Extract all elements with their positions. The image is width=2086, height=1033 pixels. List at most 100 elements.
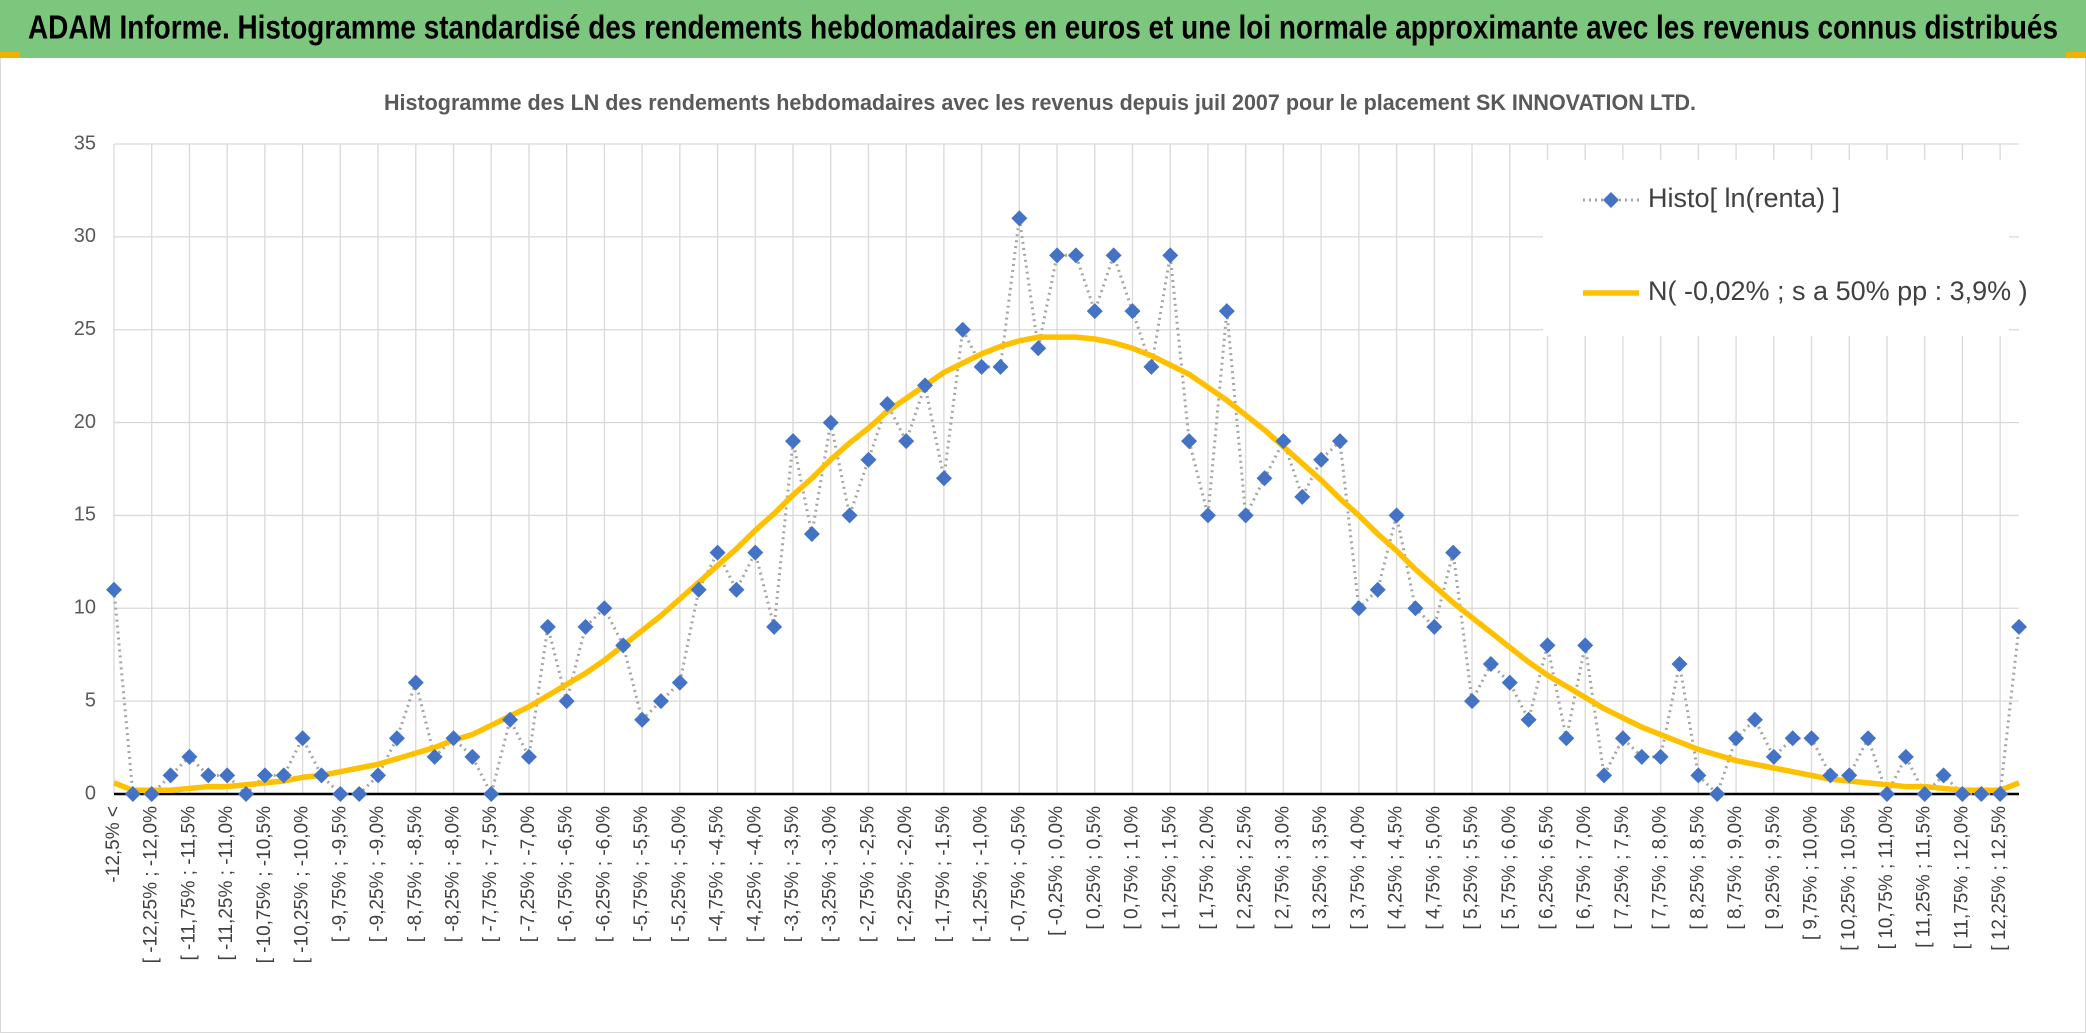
x-tick-label: [ -7,25% ; -7,0% <box>518 806 539 942</box>
normal-curve <box>112 334 2021 794</box>
y-tick-label: 15 <box>74 504 96 526</box>
histogram-point <box>1973 786 1990 802</box>
histogram-point <box>1331 433 1348 450</box>
histogram-point <box>1652 748 1669 765</box>
x-tick-label: [ -11,75% ; -11,5% <box>178 806 199 961</box>
histogram-point <box>1935 767 1952 784</box>
y-tick-label: 0 <box>85 782 96 804</box>
y-tick-label: 35 <box>74 132 96 154</box>
x-tick-label: [ -1,25% ; -1,0% <box>971 806 992 942</box>
histogram-point <box>275 767 292 784</box>
x-tick-label: [ -4,25% ; -4,0% <box>744 806 765 942</box>
legend-box <box>1543 160 2009 336</box>
histogram-point <box>2011 618 2027 635</box>
histogram-point <box>1464 693 1481 710</box>
histogram-point <box>370 767 387 784</box>
histogram-point <box>238 786 255 802</box>
y-tick-label: 30 <box>74 225 96 247</box>
histogram-point <box>1558 730 1575 747</box>
histogram-point <box>935 470 952 487</box>
histogram-point <box>1841 767 1858 784</box>
x-tick-label: [ 3,25% ; 3,5% <box>1310 806 1331 930</box>
legend-label: N( -0,02% ; s a 50% pp : 3,9% ) <box>1648 276 2028 306</box>
histogram-point <box>426 748 443 765</box>
histogram-point <box>1577 637 1594 654</box>
header-band <box>0 0 2086 58</box>
y-tick-label: 25 <box>74 318 96 340</box>
histogram-point <box>973 358 990 375</box>
histogram-point <box>1350 600 1367 617</box>
histogram-point <box>917 377 934 394</box>
histogram-point <box>1709 786 1726 802</box>
x-tick-label: [ -6,25% ; -6,0% <box>593 806 614 942</box>
histogram-point <box>1539 637 1556 654</box>
x-tick-label: [ 5,75% ; 6,0% <box>1499 806 1520 930</box>
histogram-point <box>219 767 236 784</box>
x-tick-label: [ 5,25% ; 5,5% <box>1461 806 1482 930</box>
histogram-point <box>1746 711 1763 728</box>
histogram-point <box>294 730 311 747</box>
histogram-point <box>671 674 688 691</box>
histogram-point <box>1388 507 1405 524</box>
histogram-point <box>520 748 537 765</box>
histogram-point <box>1916 786 1933 802</box>
x-tick-label: [ -10,25% ; -10,0% <box>292 806 313 963</box>
histogram-point <box>1633 748 1650 765</box>
histogram-point <box>1803 730 1820 747</box>
histogram-point <box>200 767 217 784</box>
histogram-point <box>256 767 273 784</box>
corner-accent <box>2066 52 2086 58</box>
legend-swatch <box>1603 192 1619 208</box>
y-tick-label: 10 <box>74 597 96 619</box>
x-tick-label: [ 9,75% ; 10,0% <box>1801 806 1822 940</box>
histogram-point <box>1086 303 1103 320</box>
x-tick-label: [ -3,75% ; -3,5% <box>782 806 803 942</box>
histogram-point <box>1445 544 1462 561</box>
x-tick-label: [ 12,25% ; 12,5% <box>1989 806 2010 951</box>
histogram-point <box>841 507 858 524</box>
histogram-point <box>596 600 613 617</box>
x-tick-label: [ 6,25% ; 6,5% <box>1536 806 1557 930</box>
histogram-point <box>1199 507 1216 524</box>
x-tick-label: [ 4,75% ; 5,0% <box>1423 806 1444 930</box>
x-tick-label: [ -8,75% ; -8,5% <box>405 806 426 942</box>
histogram-point <box>1237 507 1254 524</box>
histogram-point <box>143 786 160 802</box>
histogram-point <box>1954 786 1971 802</box>
histogram-point <box>954 321 971 338</box>
header-title: ADAM Informe. Histogramme standardisé de… <box>28 9 2058 46</box>
histogram-point <box>1671 656 1688 672</box>
histogram-point <box>728 581 745 598</box>
histogram-point <box>1426 618 1443 635</box>
histogram-point <box>1765 748 1782 765</box>
x-tick-label: [ -4,75% ; -4,5% <box>707 806 728 942</box>
histogram-point <box>445 730 462 747</box>
histogram-point <box>1218 303 1235 320</box>
x-tick-label: [ 4,25% ; 4,5% <box>1386 806 1407 930</box>
histogram-point <box>464 748 481 765</box>
histogram-point <box>1822 767 1839 784</box>
x-tick-label: [ 3,75% ; 4,0% <box>1348 806 1369 930</box>
histogram-point <box>690 581 707 598</box>
histogram-point <box>1690 767 1707 784</box>
histogram-point <box>407 674 424 691</box>
histogram-point <box>1878 786 1895 802</box>
histogram-point <box>388 730 405 747</box>
histogram-point <box>558 693 575 710</box>
x-tick-label: [ 2,25% ; 2,5% <box>1235 806 1256 930</box>
histogram-point <box>1294 488 1311 505</box>
x-tick-label: [ -9,25% ; -9,0% <box>367 806 388 942</box>
histogram-point <box>539 618 556 635</box>
histogram-point <box>1275 433 1292 450</box>
x-tick-label: -12,5% < <box>103 806 124 883</box>
histogram-point <box>766 618 783 635</box>
x-tick-label: [ -5,75% ; -5,5% <box>631 806 652 942</box>
histogram-point <box>898 433 915 450</box>
x-tick-label: [ -11,25% ; -11,0% <box>216 806 237 961</box>
histogram-point <box>1049 247 1066 264</box>
histogram-point <box>313 767 330 784</box>
legend-label: Histo[ ln(renta) ] <box>1648 183 1840 213</box>
histogram-point <box>483 786 500 802</box>
histogram-point <box>1728 730 1745 747</box>
x-tick-label: [ -2,25% ; -2,0% <box>895 806 916 942</box>
